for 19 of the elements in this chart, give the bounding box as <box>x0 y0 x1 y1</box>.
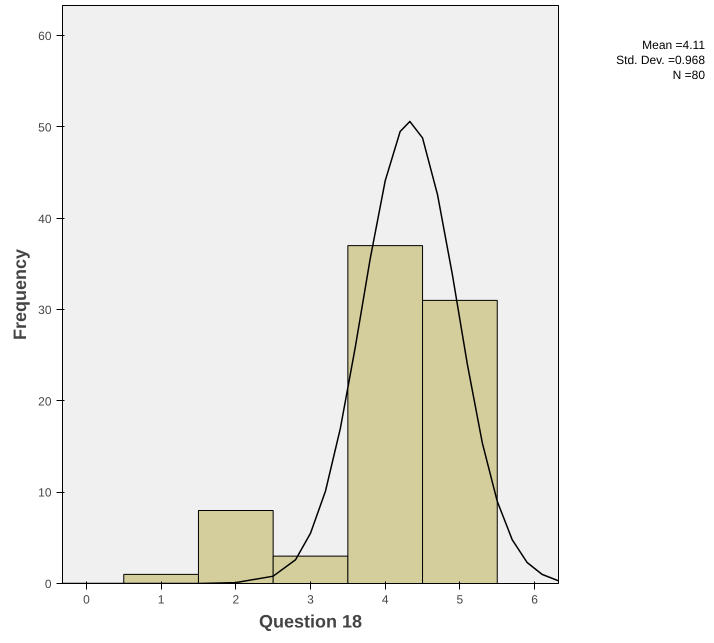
y-tick-label: 10 <box>38 486 52 500</box>
x-tick-label: 0 <box>83 592 90 606</box>
y-tick-label: 20 <box>38 394 52 408</box>
text: N =80 <box>672 68 705 83</box>
x-tick-label: 1 <box>158 592 165 606</box>
x-tick-label: 5 <box>456 592 464 606</box>
x-axis-title: Question 18 <box>258 612 362 632</box>
x-tick-label: 2 <box>232 592 240 606</box>
y-tick-label: 50 <box>38 120 52 134</box>
x-tick-label: 4 <box>382 592 389 606</box>
x-tick-label: 3 <box>307 592 314 606</box>
y-axis-title: Frequency <box>10 248 30 340</box>
text: Std. Dev. =0.968 <box>616 53 705 68</box>
y-tick-label: 60 <box>38 29 52 44</box>
y-tick-label: 0 <box>44 577 52 591</box>
y-tick-label: 30 <box>38 303 52 318</box>
y-tick-label: 40 <box>38 212 52 226</box>
text: Mean =4.11 <box>641 38 705 53</box>
x-tick-label: 6 <box>531 592 538 606</box>
